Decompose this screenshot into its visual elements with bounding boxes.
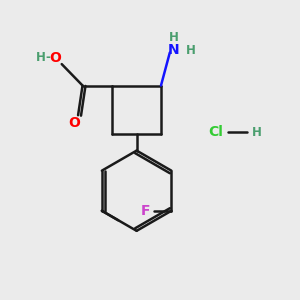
Text: H: H	[35, 51, 45, 64]
Text: O: O	[69, 116, 80, 130]
Text: H: H	[186, 44, 196, 57]
Text: -: -	[45, 51, 50, 64]
Text: O: O	[49, 51, 61, 64]
Text: F: F	[140, 204, 150, 218]
Text: Cl: Cl	[208, 125, 223, 139]
Text: H: H	[251, 126, 261, 139]
Text: N: N	[168, 43, 179, 57]
Text: H: H	[169, 31, 178, 44]
